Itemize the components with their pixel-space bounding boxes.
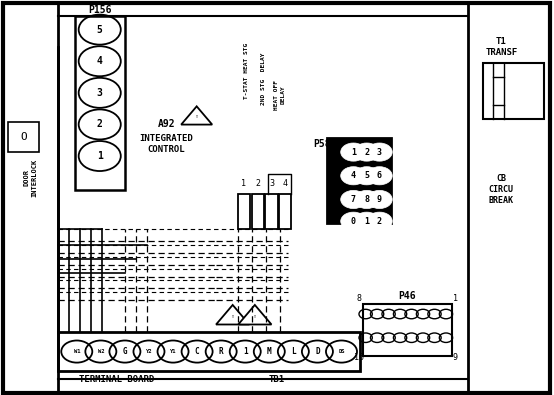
Text: G: G <box>122 347 127 356</box>
Text: Y1: Y1 <box>170 349 176 354</box>
Bar <box>58 332 360 371</box>
Circle shape <box>367 167 392 185</box>
Circle shape <box>341 167 366 185</box>
Text: 16: 16 <box>354 353 364 362</box>
Text: Y2: Y2 <box>146 349 152 354</box>
Text: 3: 3 <box>377 148 382 156</box>
Text: C: C <box>195 347 199 356</box>
Bar <box>363 304 452 356</box>
Text: 1: 1 <box>243 347 248 356</box>
Text: 0: 0 <box>351 217 356 226</box>
Text: M: M <box>267 347 271 356</box>
Bar <box>483 63 544 118</box>
Text: 9: 9 <box>453 353 458 362</box>
Polygon shape <box>181 106 212 124</box>
Text: 9: 9 <box>377 195 382 204</box>
Bar <box>265 194 278 229</box>
Text: 7: 7 <box>351 195 356 204</box>
Bar <box>252 194 264 229</box>
Text: 1: 1 <box>97 151 102 161</box>
Circle shape <box>367 212 392 230</box>
Bar <box>238 194 250 229</box>
Polygon shape <box>216 305 249 325</box>
Text: TB1: TB1 <box>269 376 285 384</box>
Text: HEAT OFF
DELAY: HEAT OFF DELAY <box>274 80 285 110</box>
Circle shape <box>354 190 379 209</box>
Text: 3: 3 <box>97 88 102 98</box>
Text: !: ! <box>254 315 256 319</box>
Polygon shape <box>238 305 271 325</box>
Text: 5: 5 <box>364 171 370 180</box>
Text: DOOR
INTERLOCK: DOOR INTERLOCK <box>24 159 37 197</box>
Circle shape <box>367 190 392 209</box>
Text: INTEGRATED
CONTROL: INTEGRATED CONTROL <box>139 134 193 154</box>
Circle shape <box>354 143 379 161</box>
Text: 1: 1 <box>241 179 247 188</box>
Circle shape <box>341 143 366 161</box>
Circle shape <box>354 212 379 230</box>
Bar <box>279 194 291 229</box>
Text: 4: 4 <box>283 179 288 188</box>
Text: 1: 1 <box>453 294 458 303</box>
Text: 6: 6 <box>377 171 382 180</box>
Text: L: L <box>291 347 296 356</box>
Text: 2: 2 <box>377 217 382 226</box>
Text: O: O <box>20 132 27 143</box>
Text: 8: 8 <box>356 294 362 303</box>
Text: T-STAT HEAT STG: T-STAT HEAT STG <box>244 43 249 99</box>
Text: TERMINAL BOARD: TERMINAL BOARD <box>79 376 154 384</box>
Text: 2ND STG  DELAY: 2ND STG DELAY <box>260 53 266 105</box>
Text: 2: 2 <box>364 148 370 156</box>
Text: T1
TRANSF: T1 TRANSF <box>485 38 517 57</box>
Text: 4: 4 <box>351 171 356 180</box>
Text: 8: 8 <box>364 195 370 204</box>
Text: 2: 2 <box>97 119 102 130</box>
Text: W2: W2 <box>98 349 104 354</box>
Text: 5: 5 <box>97 24 102 35</box>
Text: A92: A92 <box>157 119 175 130</box>
Bar <box>8 122 39 152</box>
Text: W1: W1 <box>74 349 80 354</box>
Text: 1: 1 <box>351 148 356 156</box>
Text: P46: P46 <box>398 291 416 301</box>
Text: D: D <box>315 347 320 356</box>
Text: R: R <box>219 347 223 356</box>
Bar <box>327 138 391 223</box>
Text: !: ! <box>196 115 198 119</box>
Circle shape <box>354 167 379 185</box>
Text: P156: P156 <box>88 5 111 15</box>
Bar <box>75 16 125 190</box>
Text: !: ! <box>232 315 234 319</box>
Text: 3: 3 <box>269 179 274 188</box>
Text: 1: 1 <box>364 217 370 226</box>
Text: 2: 2 <box>255 179 260 188</box>
Text: 4: 4 <box>97 56 102 66</box>
Text: CB
CIRCU
BREAK: CB CIRCU BREAK <box>489 174 514 205</box>
Text: DS: DS <box>338 349 345 354</box>
Text: P58: P58 <box>313 139 331 149</box>
Circle shape <box>367 143 392 161</box>
Circle shape <box>341 190 366 209</box>
Circle shape <box>341 212 366 230</box>
